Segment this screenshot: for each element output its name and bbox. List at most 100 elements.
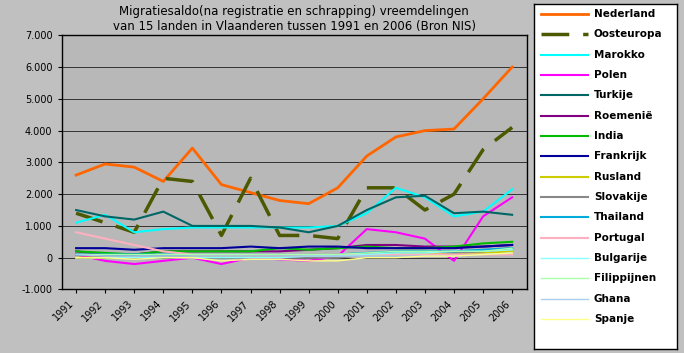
- Ghana: [304, 254, 313, 258]
- Nederland: [276, 198, 284, 203]
- Line: Polen: Polen: [76, 197, 512, 264]
- Line: Roemenië: Roemenië: [76, 245, 512, 255]
- Line: Oosteuropa: Oosteuropa: [76, 127, 512, 239]
- Portugal: [334, 252, 342, 257]
- Filippijnen: [218, 252, 226, 257]
- Polen: [450, 259, 458, 263]
- Oosteuropa: [101, 221, 109, 225]
- Slovakije: [334, 256, 342, 260]
- Ghana: [72, 252, 80, 257]
- Rusland: [450, 251, 458, 255]
- Text: Filippijnen: Filippijnen: [594, 274, 656, 283]
- Slovakije: [218, 256, 226, 260]
- Bulgarije: [246, 256, 254, 260]
- Filippijnen: [363, 251, 371, 255]
- Thailand: [101, 252, 109, 257]
- Turkije: [188, 224, 196, 228]
- Text: Ghana: Ghana: [594, 294, 631, 304]
- Line: Frankrijk: Frankrijk: [76, 245, 512, 250]
- Turkije: [392, 195, 400, 199]
- Roemenië: [188, 249, 196, 253]
- Frankrijk: [218, 246, 226, 250]
- India: [159, 249, 168, 253]
- Marokko: [130, 230, 138, 234]
- Bulgarije: [159, 256, 168, 260]
- Turkije: [218, 224, 226, 228]
- Marokko: [304, 225, 313, 229]
- Turkije: [246, 224, 254, 228]
- Bulgarije: [363, 252, 371, 257]
- Polen: [304, 259, 313, 263]
- Rusland: [276, 254, 284, 258]
- Nederland: [72, 173, 80, 177]
- Thailand: [72, 252, 80, 257]
- Rusland: [421, 251, 429, 255]
- Spanje: [188, 256, 196, 260]
- Oosteuropa: [363, 186, 371, 190]
- Frankrijk: [363, 246, 371, 250]
- Slovakije: [421, 249, 429, 253]
- India: [392, 246, 400, 250]
- Text: Oosteuropa: Oosteuropa: [594, 29, 663, 39]
- Turkije: [363, 208, 371, 212]
- Slovakije: [276, 256, 284, 260]
- Roemenië: [159, 249, 168, 253]
- Filippijnen: [304, 252, 313, 257]
- Nederland: [218, 183, 226, 187]
- Slovakije: [304, 256, 313, 260]
- Thailand: [246, 252, 254, 257]
- India: [218, 249, 226, 253]
- Filippijnen: [334, 252, 342, 257]
- Filippijnen: [188, 252, 196, 257]
- Line: Filippijnen: Filippijnen: [76, 248, 512, 255]
- Frankrijk: [450, 246, 458, 250]
- Filippijnen: [392, 249, 400, 253]
- Turkije: [421, 193, 429, 198]
- Portugal: [421, 252, 429, 257]
- Thailand: [304, 252, 313, 257]
- Spanje: [130, 257, 138, 261]
- Frankrijk: [334, 244, 342, 249]
- Oosteuropa: [334, 237, 342, 241]
- Thailand: [363, 251, 371, 255]
- Ghana: [334, 254, 342, 258]
- India: [508, 240, 516, 244]
- Ghana: [218, 254, 226, 258]
- Polen: [218, 262, 226, 266]
- Spanje: [450, 254, 458, 258]
- Ghana: [392, 254, 400, 258]
- India: [421, 246, 429, 250]
- India: [130, 252, 138, 257]
- Ghana: [188, 254, 196, 258]
- Frankrijk: [130, 248, 138, 252]
- India: [246, 249, 254, 253]
- Oosteuropa: [72, 211, 80, 215]
- Roemenië: [363, 243, 371, 247]
- Frankrijk: [188, 246, 196, 250]
- India: [188, 249, 196, 253]
- India: [450, 244, 458, 249]
- Polen: [130, 262, 138, 266]
- India: [72, 249, 80, 253]
- Bulgarije: [188, 256, 196, 260]
- Rusland: [218, 254, 226, 258]
- Bulgarije: [304, 254, 313, 258]
- India: [334, 246, 342, 250]
- Turkije: [130, 217, 138, 222]
- Ghana: [159, 254, 168, 258]
- Portugal: [276, 252, 284, 257]
- Roemenië: [450, 244, 458, 249]
- Portugal: [72, 230, 80, 234]
- Bulgarije: [392, 251, 400, 255]
- Bulgarije: [508, 248, 516, 252]
- Ghana: [276, 254, 284, 258]
- Slovakije: [392, 249, 400, 253]
- Marokko: [101, 213, 109, 217]
- Frankrijk: [159, 246, 168, 250]
- India: [304, 248, 313, 252]
- Title: Migratiesaldo(na registratie en schrapping) vreemdelingen
van 15 landen in Vlaan: Migratiesaldo(na registratie en schrappi…: [113, 5, 475, 33]
- Portugal: [363, 252, 371, 257]
- Ghana: [479, 252, 487, 257]
- Bulgarije: [421, 251, 429, 255]
- Marokko: [392, 186, 400, 190]
